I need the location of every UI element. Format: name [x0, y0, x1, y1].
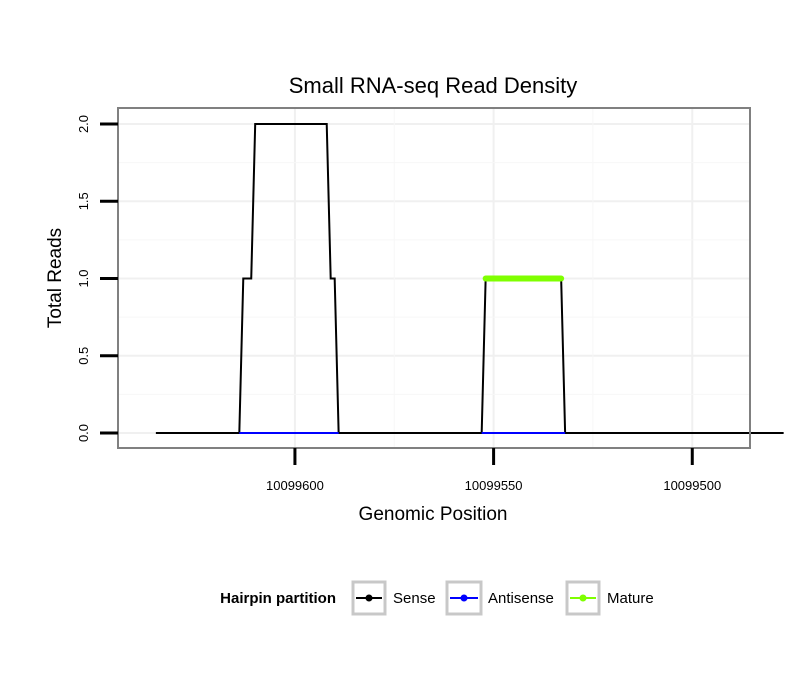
y-tick-label: 1.0 [76, 269, 91, 287]
grid-layer [118, 108, 750, 448]
legend-item-sense: Sense [351, 580, 436, 616]
legend-item-mature: Mature [565, 580, 654, 616]
y-tick-label: 1.5 [76, 192, 91, 210]
y-tick-label: 0.5 [76, 347, 91, 365]
legend-key-dot [579, 594, 587, 602]
y-tick-label: 2.0 [76, 115, 91, 133]
legend-key-dot [365, 594, 373, 602]
legend-label: Antisense [488, 590, 554, 607]
series-layer [155, 123, 784, 434]
x-tick-label: 10099550 [465, 478, 523, 493]
legend-label: Mature [607, 590, 654, 607]
x-axis-title: Genomic Position [359, 504, 508, 525]
x-tick-label: 10099500 [663, 478, 721, 493]
legend-label: Sense [393, 590, 436, 607]
legend-item-antisense: Antisense [445, 580, 554, 616]
axis-layer: 10099600 10099550 10099500 0.0 0.5 1.0 1.5 2.0 [76, 115, 721, 493]
y-axis-title: Total Reads [45, 228, 66, 328]
y-tick-label: 0.0 [76, 424, 91, 442]
chart-title: Small RNA-seq Read Density [289, 73, 578, 98]
x-tick-label: 10099600 [266, 478, 324, 493]
legend-title: Hairpin partition [220, 590, 336, 607]
legend-key-dot [460, 594, 468, 602]
legend: Hairpin partition Sense Antisense Mature [220, 580, 654, 616]
